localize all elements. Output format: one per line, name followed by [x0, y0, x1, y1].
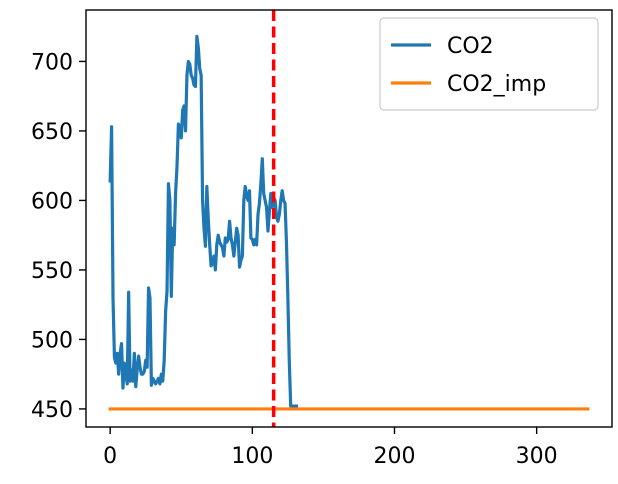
- legend: CO2 CO2_imp: [379, 17, 599, 111]
- series-line-co2: [108, 34, 298, 408]
- x-tick-label: 300: [516, 444, 558, 469]
- x-tick-label: 0: [103, 444, 117, 469]
- legend-label: CO2_imp: [447, 72, 546, 97]
- y-tick-label: 550: [31, 259, 73, 284]
- x-tick-label: 100: [231, 444, 273, 469]
- y-tick-label: 450: [31, 398, 73, 423]
- legend-label: CO2: [447, 34, 494, 59]
- axes-layer: 0 100 200 300 450 500 550 600 650 700: [31, 9, 613, 469]
- y-tick-label: 650: [31, 120, 73, 145]
- x-tick-label: 200: [373, 444, 415, 469]
- y-tick-label: 500: [31, 328, 73, 353]
- series-layer: [108, 10, 590, 427]
- y-tick-label: 700: [31, 50, 73, 75]
- y-tick-label: 600: [31, 189, 73, 214]
- plot-frame: [85, 9, 613, 428]
- legend-box: [379, 17, 599, 111]
